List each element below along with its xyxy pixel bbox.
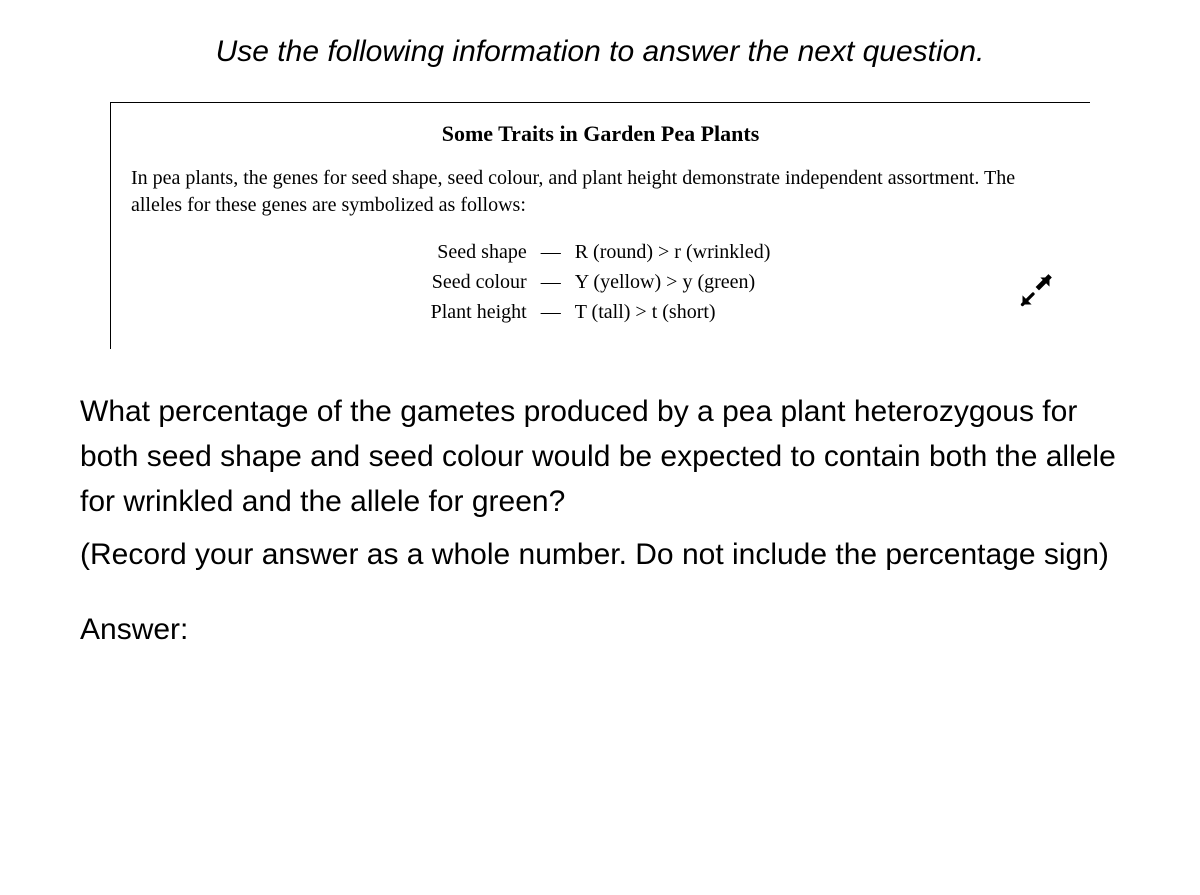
expand-icon[interactable] <box>1018 273 1054 309</box>
trait-dash: — <box>535 237 567 267</box>
trait-row: Seed shape — R (round) > r (wrinkled) <box>431 237 771 267</box>
box-title: Some Traits in Garden Pea Plants <box>131 121 1070 147</box>
box-description: In pea plants, the genes for seed shape,… <box>131 165 1070 219</box>
answer-label: Answer: <box>80 613 1120 647</box>
trait-label: Plant height <box>431 297 535 327</box>
question-text: What percentage of the gametes produced … <box>80 389 1120 524</box>
trait-dash: — <box>535 297 567 327</box>
trait-alleles: T (tall) > t (short) <box>567 297 771 327</box>
question-hint: (Record your answer as a whole number. D… <box>80 532 1120 577</box>
trait-alleles: R (round) > r (wrinkled) <box>567 237 771 267</box>
trait-row: Plant height — T (tall) > t (short) <box>431 297 771 327</box>
trait-row: Seed colour — Y (yellow) > y (green) <box>431 267 771 297</box>
question-container: Use the following information to answer … <box>80 30 1120 647</box>
trait-dash: — <box>535 267 567 297</box>
traits-table: Seed shape — R (round) > r (wrinkled) Se… <box>431 237 771 327</box>
trait-alleles: Y (yellow) > y (green) <box>567 267 771 297</box>
trait-label: Seed shape <box>431 237 535 267</box>
info-box: Some Traits in Garden Pea Plants In pea … <box>110 102 1090 349</box>
trait-label: Seed colour <box>431 267 535 297</box>
instruction-text: Use the following information to answer … <box>80 30 1120 74</box>
